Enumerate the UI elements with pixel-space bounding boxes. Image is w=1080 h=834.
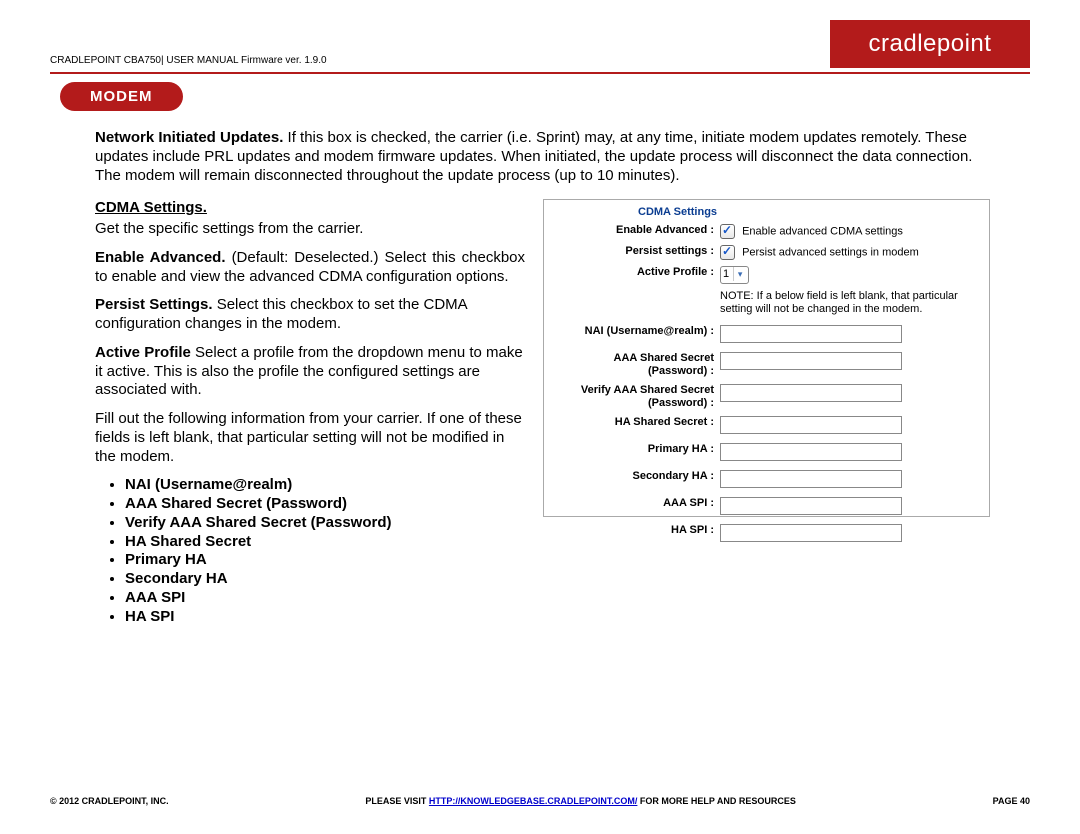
intro-paragraph: Network Initiated Updates. If this box i…: [95, 129, 990, 185]
footer-copyright: © 2012 CRADLEPOINT, INC.: [50, 796, 169, 806]
brand-logo: cradlepoint: [830, 20, 1030, 68]
enable-advanced-checkbox[interactable]: [720, 224, 735, 239]
form-text-input[interactable]: [720, 524, 902, 542]
cdma-heading: CDMA Settings.: [95, 199, 525, 218]
form-field-label: Verify AAA Shared Secret (Password) :: [554, 384, 720, 410]
active-profile-value: 1: [723, 268, 729, 280]
form-text-input[interactable]: [720, 384, 902, 402]
form-text-input[interactable]: [720, 352, 902, 370]
bullet-item: NAI (Username@realm): [125, 476, 525, 495]
intro-bold: Network Initiated Updates.: [95, 129, 283, 146]
bullet-item: Secondary HA: [125, 570, 525, 589]
left-p2: Enable Advanced. (Default: Deselected.) …: [95, 249, 525, 287]
form-field-label: NAI (Username@realm) :: [554, 325, 720, 338]
form-field-label: Secondary HA :: [554, 470, 720, 483]
form-field-label: HA SPI :: [554, 524, 720, 537]
form-field-label: HA Shared Secret :: [554, 416, 720, 429]
chevron-down-icon: ▾: [733, 267, 746, 281]
enable-advanced-text: Enable advanced CDMA settings: [742, 226, 903, 238]
active-profile-label: Active Profile :: [554, 266, 720, 279]
form-text-input[interactable]: [720, 470, 902, 488]
doc-header-line: CRADLEPOINT CBA750| USER MANUAL Firmware…: [50, 55, 327, 66]
left-p5: Fill out the following information from …: [95, 410, 525, 466]
footer-page: PAGE 40: [993, 796, 1030, 806]
form-field-label: AAA Shared Secret (Password) :: [554, 352, 720, 378]
bullet-item: AAA Shared Secret (Password): [125, 495, 525, 514]
left-p4: Active Profile Select a profile from the…: [95, 344, 525, 400]
form-text-input[interactable]: [720, 416, 902, 434]
form-field-label: AAA SPI :: [554, 497, 720, 510]
persist-settings-checkbox[interactable]: [720, 245, 735, 260]
bullet-item: HA SPI: [125, 608, 525, 627]
header-rule: [50, 72, 1030, 74]
persist-settings-label: Persist settings :: [554, 245, 720, 258]
left-p3: Persist Settings. Select this checkbox t…: [95, 296, 525, 334]
form-field-label: Primary HA :: [554, 443, 720, 456]
bullet-item: AAA SPI: [125, 589, 525, 608]
bullet-list: NAI (Username@realm)AAA Shared Secret (P…: [125, 476, 525, 626]
persist-settings-text: Persist advanced settings in modem: [742, 247, 919, 259]
left-column: CDMA Settings. Get the specific settings…: [95, 199, 525, 626]
page-footer: © 2012 CRADLEPOINT, INC. PLEASE VISIT HT…: [50, 796, 1030, 806]
section-pill: MODEM: [60, 82, 183, 111]
footer-link[interactable]: HTTP://KNOWLEDGEBASE.CRADLEPOINT.COM/: [429, 796, 638, 806]
left-p1: Get the specific settings from the carri…: [95, 220, 525, 239]
bullet-item: HA Shared Secret: [125, 533, 525, 552]
bullet-item: Verify AAA Shared Secret (Password): [125, 514, 525, 533]
active-profile-select[interactable]: 1▾: [720, 266, 749, 284]
cdma-form-panel: CDMA Settings Enable Advanced : Enable a…: [543, 199, 990, 517]
form-title: CDMA Settings: [638, 206, 979, 218]
bullet-item: Primary HA: [125, 551, 525, 570]
form-text-input[interactable]: [720, 443, 902, 461]
footer-center: PLEASE VISIT HTTP://KNOWLEDGEBASE.CRADLE…: [365, 796, 796, 806]
form-text-input[interactable]: [720, 497, 902, 515]
form-text-input[interactable]: [720, 325, 902, 343]
enable-advanced-label: Enable Advanced :: [554, 224, 720, 237]
form-note: NOTE: If a below field is left blank, th…: [720, 290, 979, 316]
